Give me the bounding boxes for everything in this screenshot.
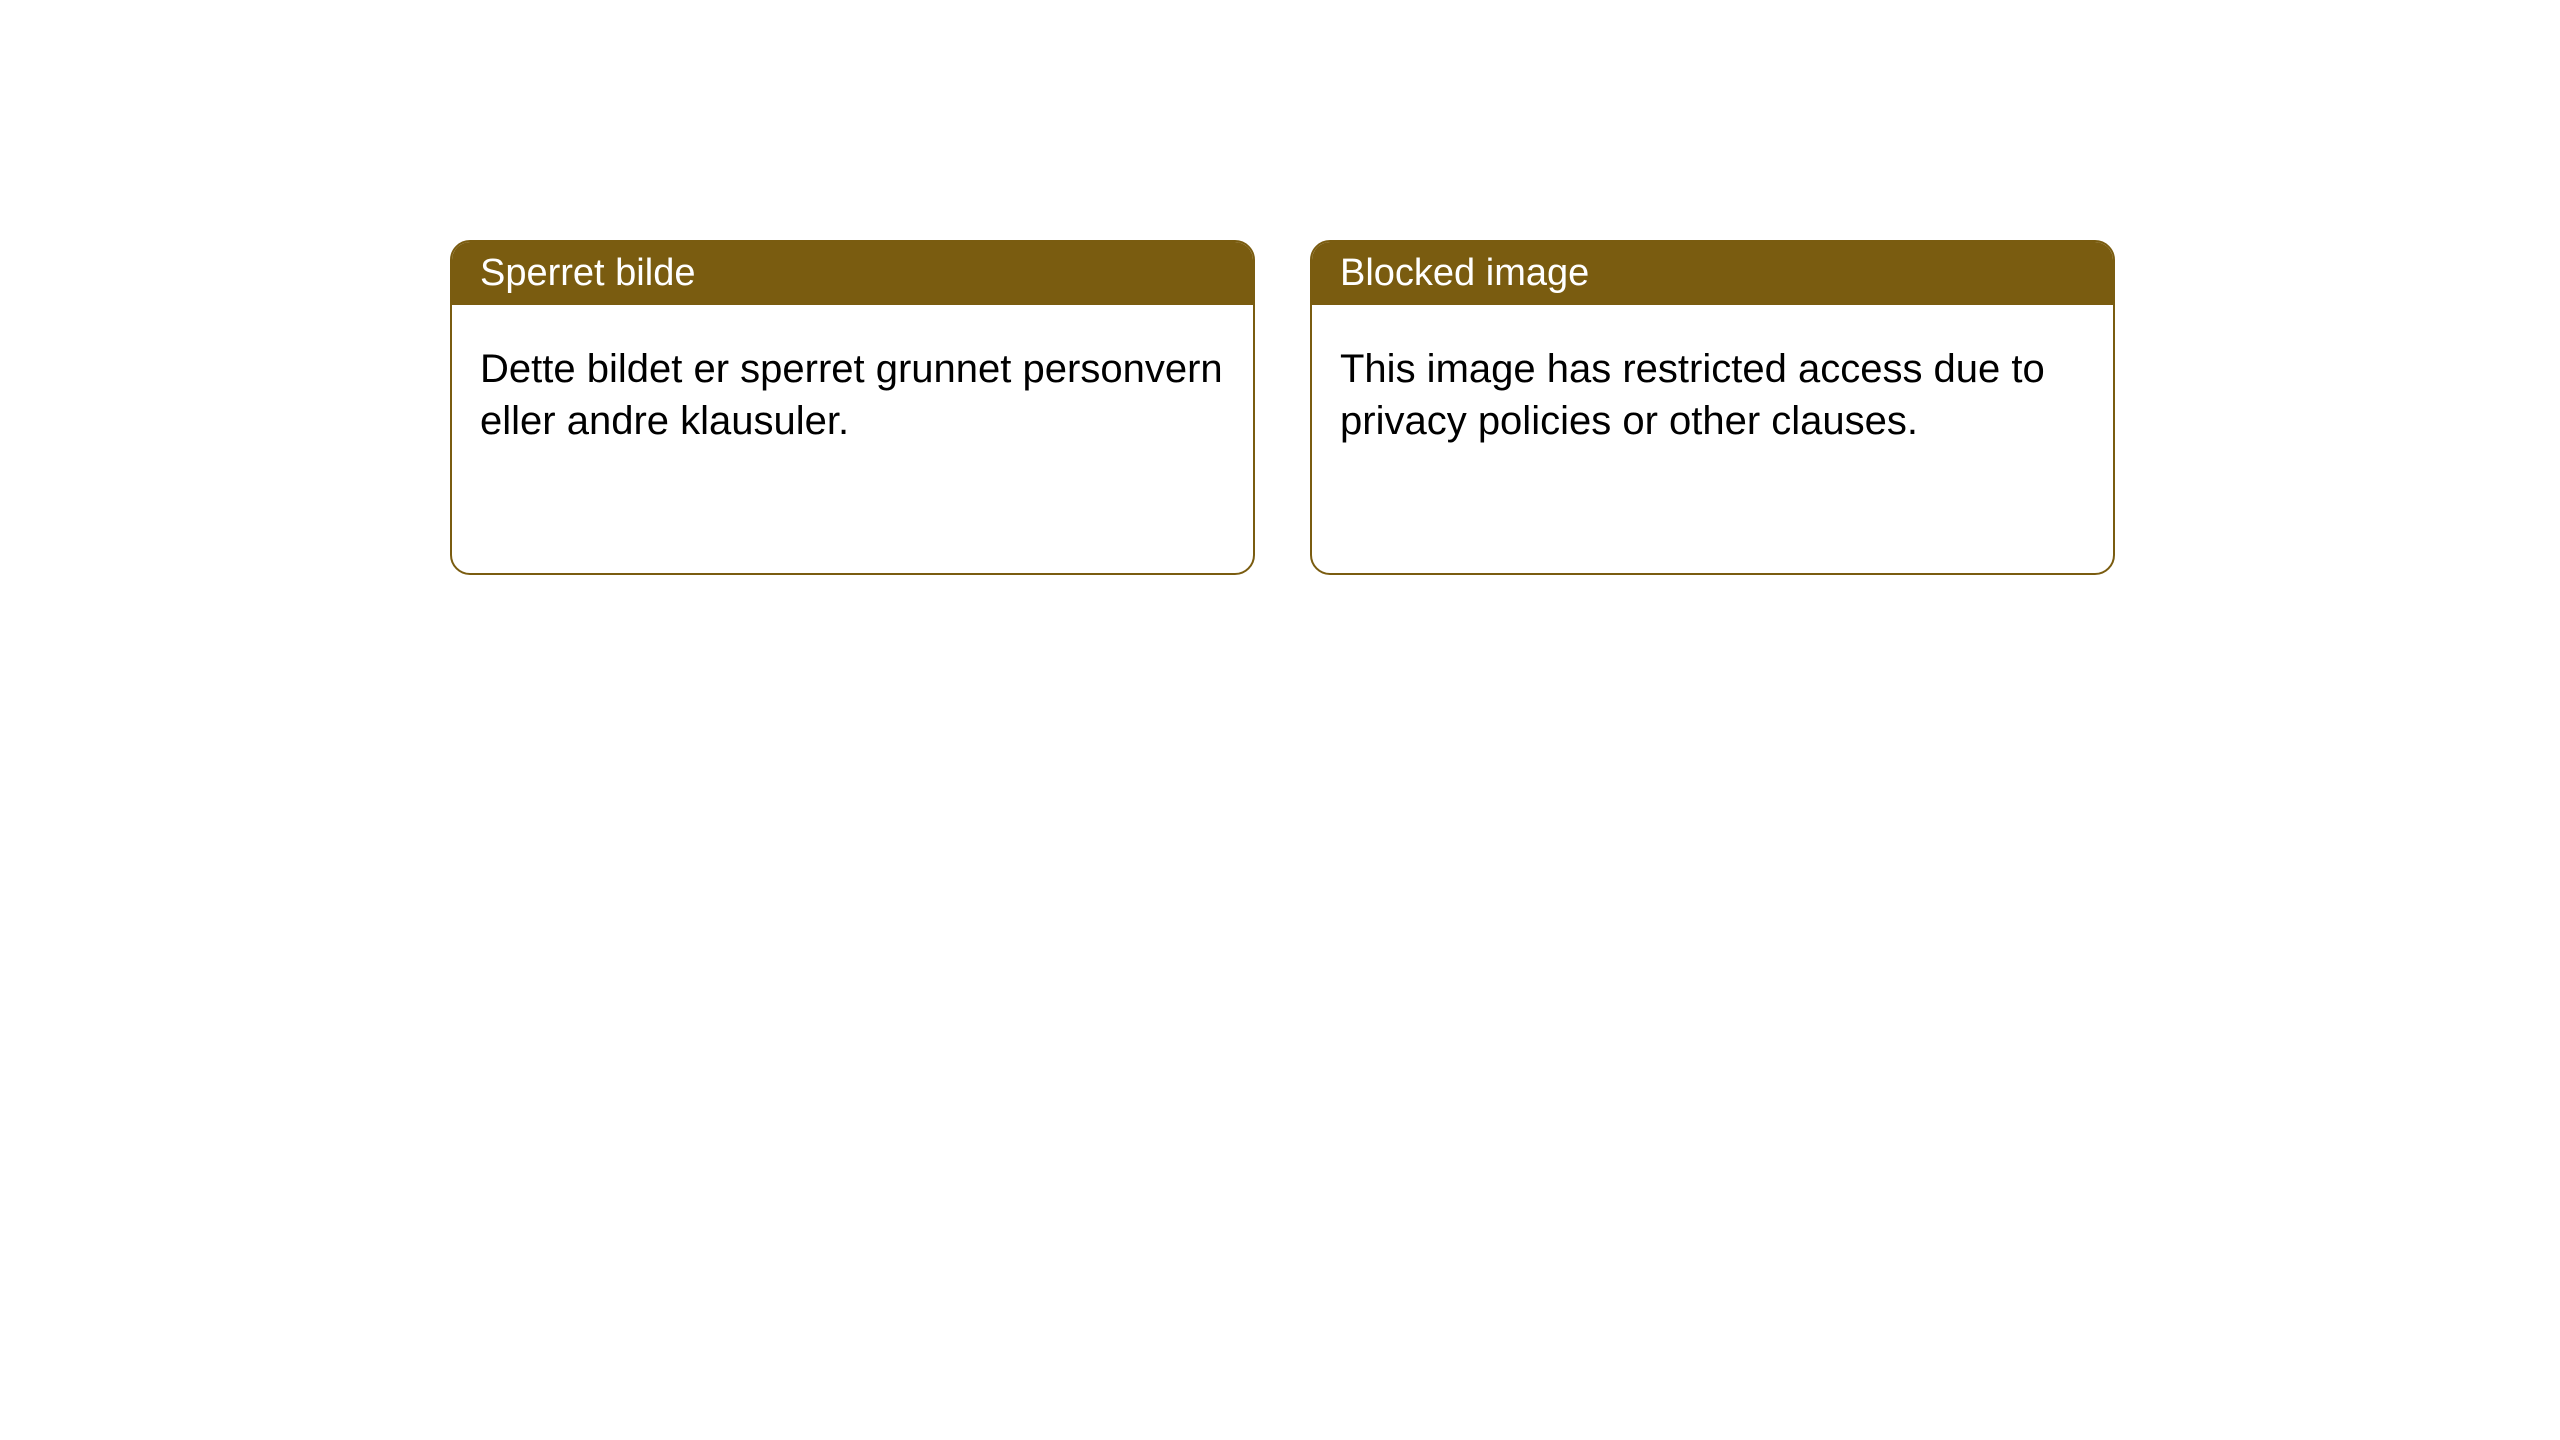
notice-body: Dette bildet er sperret grunnet personve… bbox=[452, 305, 1253, 485]
notice-header: Sperret bilde bbox=[452, 242, 1253, 305]
notice-header: Blocked image bbox=[1312, 242, 2113, 305]
notice-box-english: Blocked image This image has restricted … bbox=[1310, 240, 2115, 575]
notice-container: Sperret bilde Dette bildet er sperret gr… bbox=[0, 0, 2560, 575]
notice-body: This image has restricted access due to … bbox=[1312, 305, 2113, 485]
notice-box-norwegian: Sperret bilde Dette bildet er sperret gr… bbox=[450, 240, 1255, 575]
